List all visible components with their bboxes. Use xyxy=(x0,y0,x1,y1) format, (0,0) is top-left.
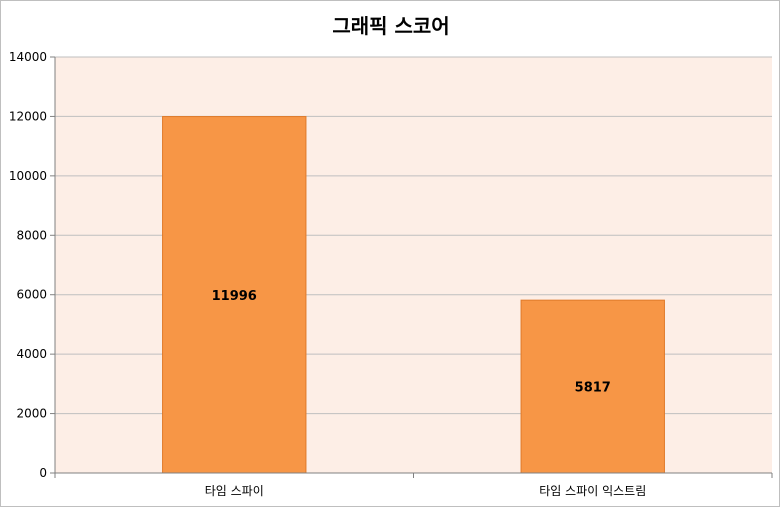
axes xyxy=(54,57,773,478)
chart-title: 그래픽 스코어 xyxy=(332,14,449,38)
y-tick-label: 14000 xyxy=(9,50,47,64)
bars xyxy=(162,116,665,474)
data-labels: 11996 5817 xyxy=(212,289,611,396)
data-label: 11996 xyxy=(212,289,257,304)
y-tick-label: 12000 xyxy=(9,109,47,123)
data-label: 5817 xyxy=(575,381,611,396)
y-axis-ticks: 0 2000 4000 6000 8000 10000 12000 14000 xyxy=(9,50,55,480)
x-axis-labels: 타임 스파이 타임 스파이 익스트림 xyxy=(205,484,647,498)
bar xyxy=(520,299,665,474)
y-tick-label: 4000 xyxy=(16,347,47,361)
bar xyxy=(162,116,307,474)
y-tick-label: 0 xyxy=(39,466,47,480)
y-tick-label: 2000 xyxy=(16,407,47,421)
x-category-label: 타임 스파이 xyxy=(205,484,264,498)
x-category-label: 타임 스파이 익스트림 xyxy=(539,484,646,498)
y-tick-label: 10000 xyxy=(9,169,47,183)
y-tick-label: 8000 xyxy=(16,228,47,242)
y-tick-label: 6000 xyxy=(16,288,47,302)
